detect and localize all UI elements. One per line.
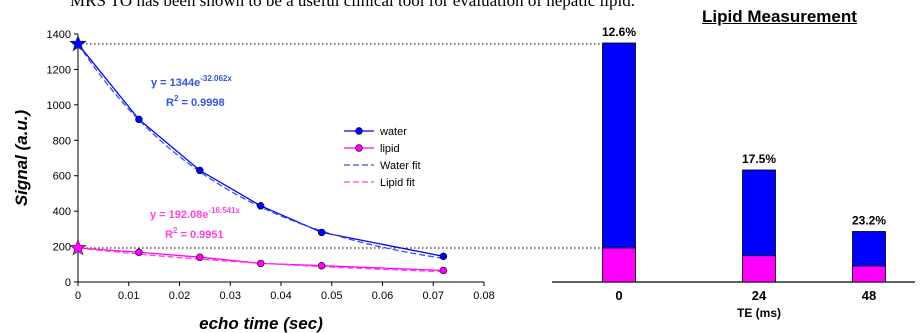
data-point-lipid [196,253,204,261]
data-point-lipid [439,266,448,275]
data-point-lipid [257,259,265,268]
data-point-water [196,166,204,175]
y-tick-label: 1200 [47,64,71,76]
y-axis-title: Signal (a.u.) [12,109,31,206]
x-tick-label: 0.08 [473,290,494,302]
bar-segment-water [742,169,776,257]
bar-value-label: 23.2% [852,213,886,227]
partial-header-text: MRS TO has been shown to be a useful cli… [70,0,635,10]
legend-label: water [379,126,407,138]
x-tick-label: 0.03 [220,290,241,302]
data-point-water [439,252,448,261]
x-axis-title: echo time (sec) [199,314,323,333]
data-point-water [317,228,326,237]
x-tick-label: 0.04 [270,290,291,302]
bar-segment-lipid [852,265,886,283]
y-tick-label: 800 [53,135,71,147]
legend-label: lipid [380,143,400,155]
x-tick-label: 0.02 [169,290,190,302]
x-tick-label: 0.05 [321,290,342,302]
legend-marker [355,127,363,135]
x-tick-label: 0.07 [423,290,444,302]
y-tick-label: 0 [65,277,71,289]
bar-category-label: 24 [752,288,767,303]
x-tick-label: 0.01 [118,290,139,302]
bar-segment-water [852,231,886,267]
fit-r2-water: R2 = 0.9998 [166,94,225,109]
intercept-star-lipid [69,238,87,256]
bar-value-label: 17.5% [742,152,776,166]
legend-label: Lipid fit [380,177,415,189]
x-tick-label: 0.06 [372,290,393,302]
data-point-water [135,115,143,124]
x-tick-label: 0 [75,290,81,302]
data-point-lipid [135,248,143,256]
y-tick-label: 1400 [47,29,71,41]
fit-equation-water: y = 1344e-32.062x [151,74,232,89]
data-point-lipid [317,262,326,270]
fit-r2-lipid: R2 = 0.9951 [165,226,224,241]
data-point-water [257,202,265,210]
bar-chart-title: Lipid Measurement [702,7,857,26]
intercept-star-water [69,34,87,52]
bar-category-label: 0 [615,288,622,303]
fit-equation-lipid: y = 192.08e-16.541x [150,206,241,221]
bar-x-axis-title: TE (ms) [737,306,781,320]
bar-category-label: 48 [862,288,876,303]
series-line-lipid [77,247,444,272]
legend-marker [355,144,363,152]
bar-segment-water [602,42,636,249]
bar-segment-lipid [742,255,776,283]
y-tick-label: 400 [53,206,71,218]
bar-value-label: 12.6% [602,25,636,39]
legend-label: Water fit [380,160,421,172]
y-tick-label: 1000 [47,100,71,112]
bar-segment-lipid [602,247,636,283]
y-tick-label: 600 [53,171,71,183]
y-tick-label: 200 [53,242,71,254]
